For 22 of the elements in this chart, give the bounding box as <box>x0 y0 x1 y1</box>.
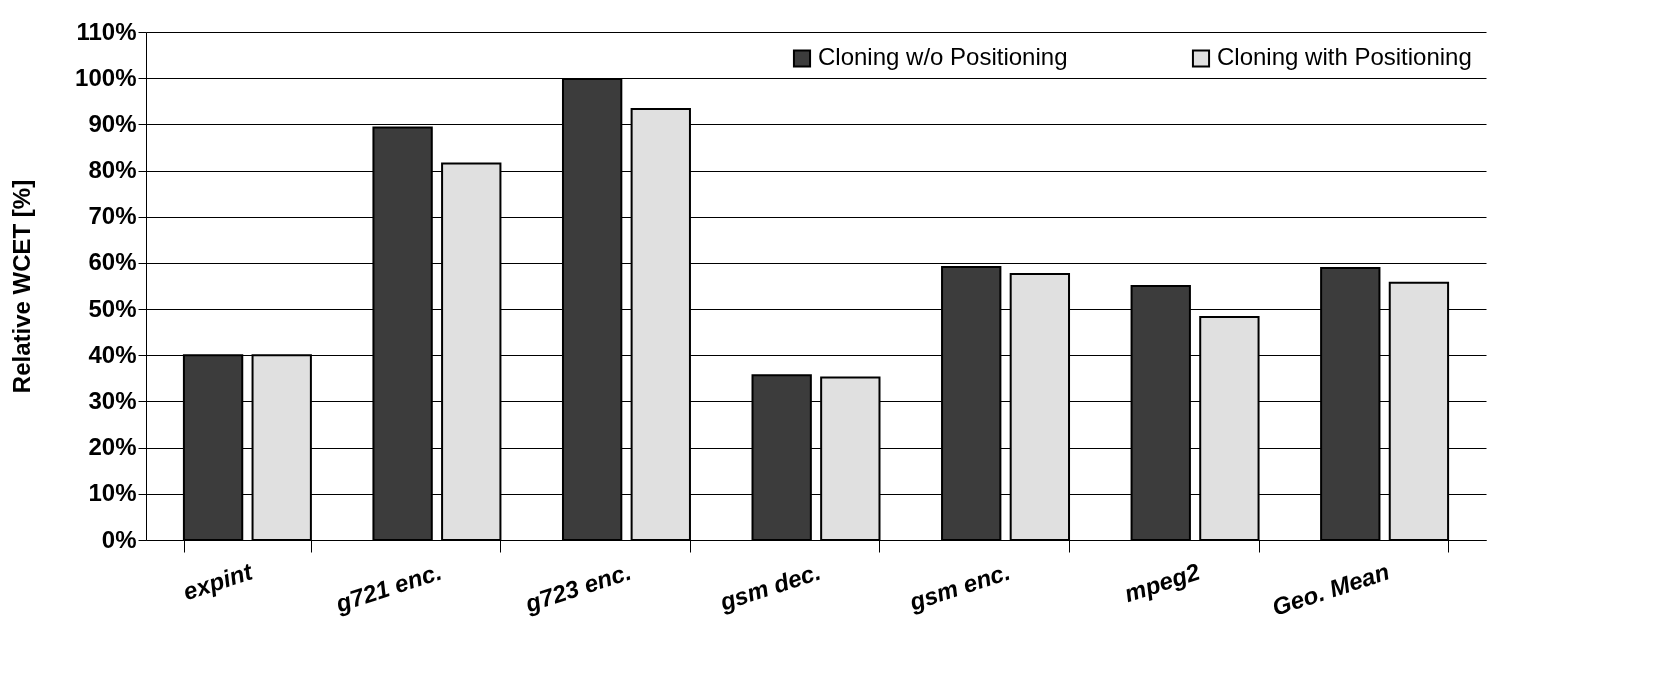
x-tick-label: Geo. Mean <box>1268 557 1393 621</box>
y-tick-label: 70% <box>88 202 137 230</box>
y-axis-title: Relative WCET [%] <box>8 179 36 394</box>
x-tick-label: mpeg2 <box>1121 557 1204 608</box>
y-tick-label: 40% <box>88 340 137 368</box>
y-tick-label: 60% <box>88 248 137 276</box>
y-tick-label: 10% <box>88 479 137 507</box>
y-tick-label: 110% <box>76 17 137 45</box>
y-tick-label: 0% <box>101 525 137 553</box>
y-tick-label: 30% <box>88 386 137 414</box>
legend-label: Cloning w/o Positioning <box>818 43 1068 71</box>
y-tick-label: 100% <box>75 63 137 91</box>
y-tick-label: 90% <box>88 109 137 137</box>
legend-label: Cloning with Positioning <box>1217 43 1472 71</box>
y-tick-label: 20% <box>88 433 137 461</box>
x-tick-label: expint <box>179 557 257 606</box>
x-tick-label: g721 enc. <box>331 557 445 618</box>
x-tick-label: g723 enc. <box>521 557 635 618</box>
y-tick-label: 50% <box>88 294 137 322</box>
x-tick-label: gsm dec. <box>715 557 824 616</box>
y-tick-label: 80% <box>88 156 137 184</box>
x-tick-label: gsm enc. <box>905 557 1014 616</box>
